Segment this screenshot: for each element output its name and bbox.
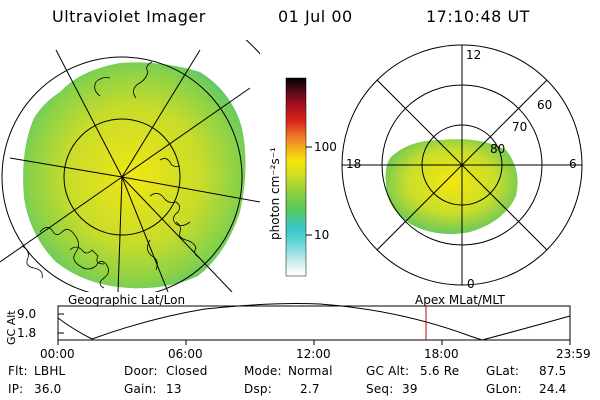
mlt-label-6: 6 — [569, 157, 577, 171]
dsp-value: 2.7 — [300, 382, 320, 396]
glat-key: GLat: — [486, 364, 520, 378]
colorbar-scale — [285, 77, 307, 277]
altitude-xtick-label: 12:00 — [296, 347, 331, 361]
meridian-line — [0, 176, 123, 263]
coastline — [175, 221, 201, 259]
coastline — [159, 158, 181, 167]
mlat-label-70: 70 — [512, 120, 527, 134]
meridian-line — [55, 49, 123, 178]
geographic-panel-label: Geographic Lat/Lon — [68, 293, 185, 307]
meridian-line — [121, 176, 260, 203]
mlat-label-80: 80 — [490, 142, 505, 156]
meridian-line — [117, 176, 123, 292]
coastline — [69, 246, 105, 265]
apex-panel-label: Apex MLat/MLT — [415, 293, 505, 307]
altitude-curve — [57, 303, 571, 341]
filter-key: Flt: — [8, 364, 28, 378]
coastline — [21, 245, 43, 279]
altitude-ylabel: GC Alt — [5, 310, 18, 345]
glon-key: GLon: — [486, 382, 522, 396]
coastline — [149, 193, 191, 226]
glat-value: 87.5 — [539, 364, 567, 378]
colorbar-tick-label: 100 — [314, 140, 337, 154]
glon-value: 24.4 — [539, 382, 567, 396]
mlt-label-18: 18 — [346, 157, 361, 171]
mode-key: Mode: — [244, 364, 282, 378]
coastline — [39, 227, 109, 289]
mlt-label-0: 0 — [467, 277, 475, 291]
ip-value: 36.0 — [34, 382, 62, 396]
dsp-key: Dsp: — [244, 382, 272, 396]
filter-value: LBHL — [34, 364, 66, 378]
altitude-xtick-label: 06:00 — [168, 347, 203, 361]
meridian-line — [121, 87, 251, 178]
altitude-xtick-label: 18:00 — [424, 347, 459, 361]
meridian-line — [121, 176, 233, 292]
mlt-line — [376, 79, 548, 251]
magnetic-polar-panel: 12 18 6 0 60 70 80 — [341, 44, 583, 291]
geographic-map-panel — [0, 40, 260, 292]
latitude-circle — [63, 118, 181, 236]
altitude-plot: Geographic Lat/Lon Apex MLat/MLT 9.0 1.8… — [5, 293, 591, 361]
coastline — [94, 77, 111, 97]
gain-key: Gain: — [124, 382, 157, 396]
aurora-image-geographic — [23, 62, 246, 289]
date-label: 01 Jul 00 — [278, 7, 353, 26]
gc-alt-value: 5.6 Re — [420, 364, 460, 378]
colorbar: 100 10 photon cm⁻²s⁻¹ — [268, 77, 337, 277]
ip-key: IP: — [8, 382, 24, 396]
colorbar-tick-label: 10 — [314, 228, 329, 242]
mlt-label-12: 12 — [466, 48, 481, 62]
seq-value: 39 — [402, 382, 418, 396]
coastline — [147, 239, 158, 271]
latitude-circle — [1, 56, 243, 292]
altitude-xtick-label: 00:00 — [40, 347, 75, 361]
meridian-line — [9, 157, 123, 178]
door-key: Door: — [124, 364, 158, 378]
coastline — [133, 61, 153, 99]
gain-value: 13 — [166, 382, 182, 396]
seq-key: Seq: — [366, 382, 394, 396]
altitude-plot-frame — [57, 305, 571, 341]
colorbar-unit-label: photon cm⁻²s⁻¹ — [268, 147, 282, 240]
altitude-ytick-label: 1.8 — [17, 326, 36, 340]
instrument-title: Ultraviolet Imager — [52, 7, 206, 26]
mode-value: Normal — [288, 364, 333, 378]
aurora-image-magnetic — [385, 139, 518, 234]
gc-alt-key: GC Alt: — [366, 364, 410, 378]
altitude-ytick-label: 9.0 — [17, 307, 36, 321]
door-value: Closed — [166, 364, 208, 378]
meridian-line — [121, 176, 169, 292]
time-label: 17:10:48 UT — [426, 7, 530, 26]
altitude-xtick-label: 23:59 — [556, 347, 591, 361]
meridian-line — [121, 49, 201, 178]
mlat-label-60: 60 — [537, 98, 552, 112]
